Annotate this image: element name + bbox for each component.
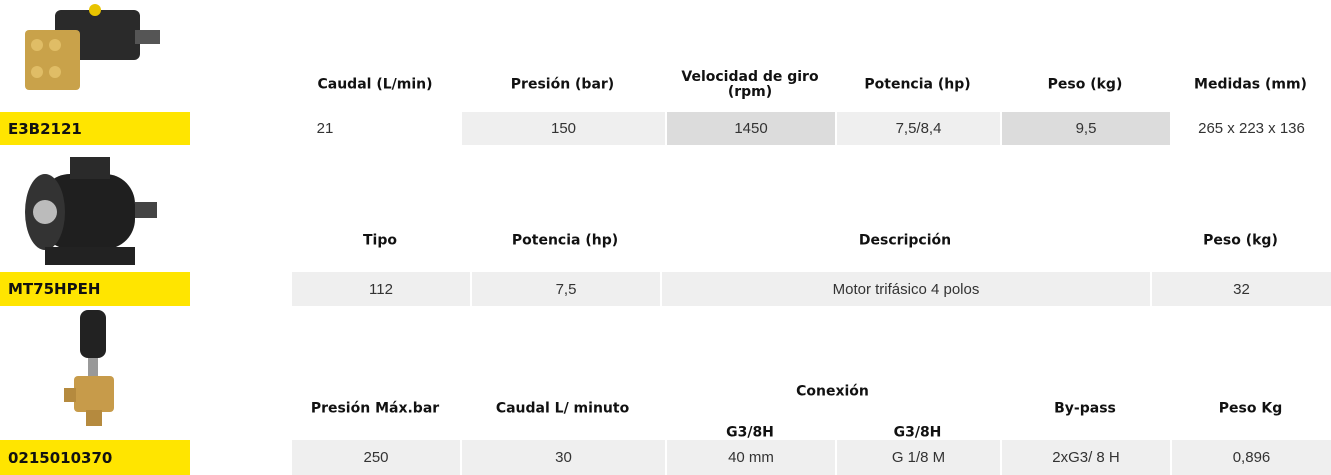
column-header: Peso Kg	[1170, 402, 1331, 417]
table-cell: 7,5/8,4	[837, 112, 1000, 145]
column-header: Presión (bar)	[460, 78, 665, 93]
table-cell: 21	[190, 112, 460, 145]
motor-image	[15, 152, 165, 270]
column-header: Caudal L/ minuto	[460, 402, 665, 417]
product-code: MT75HPEH	[0, 272, 190, 306]
column-header: Tipo	[290, 234, 470, 249]
column-header: Medidas (mm)	[1170, 78, 1331, 93]
group-header: Conexión	[665, 385, 1000, 400]
table-cell: 2xG3/ 8 H	[1002, 440, 1170, 475]
table-cell: 9,5	[1002, 112, 1170, 145]
column-header: By-pass	[1000, 402, 1170, 417]
table-cell: 40 mm	[667, 440, 835, 475]
column-header: G3/8H	[835, 426, 1000, 441]
column-header: Velocidad de giro (rpm)	[665, 70, 835, 100]
table-cell: 30	[462, 440, 665, 475]
table-cell: 32	[1152, 272, 1331, 306]
column-header: Potencia (hp)	[470, 234, 660, 249]
column-header: Potencia (hp)	[835, 78, 1000, 93]
table-cell: Motor trifásico 4 polos	[662, 272, 1150, 306]
column-header: Descripción	[660, 234, 1150, 249]
table-cell: G 1/8 M	[837, 440, 1000, 475]
table-cell: 112	[292, 272, 470, 306]
table-cell: 150	[462, 112, 665, 145]
table-cell: 1450	[667, 112, 835, 145]
page: E3B2121 Caudal (L/min) 21 Presión (bar) 150V…	[0, 0, 1331, 475]
column-header: Peso (kg)	[1000, 78, 1170, 93]
valve-image	[60, 310, 130, 428]
product-code: E3B2121	[0, 112, 190, 145]
table-cell: 265 x 223 x 136	[1172, 112, 1331, 145]
table-cell: 250	[292, 440, 460, 475]
column-header: G3/8H	[665, 426, 835, 441]
column-header: Presión Máx.bar	[290, 402, 460, 417]
column-header: Caudal (L/min)	[290, 78, 460, 93]
product-code: 0215010370	[0, 440, 190, 475]
table-cell: 0,896	[1172, 440, 1331, 475]
table-cell: 7,5	[472, 272, 660, 306]
column-header: Peso (kg)	[1150, 234, 1331, 249]
pump-image	[15, 0, 165, 100]
